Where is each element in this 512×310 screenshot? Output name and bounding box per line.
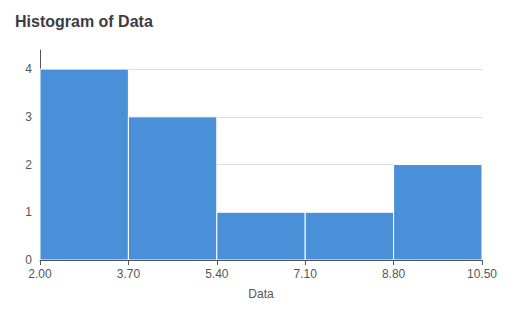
svg-text:4: 4 [25,62,32,76]
svg-text:1: 1 [25,205,32,219]
svg-text:5.40: 5.40 [205,267,229,281]
svg-text:Histogram of Data: Histogram of Data [15,13,153,30]
svg-text:3.70: 3.70 [117,267,141,281]
svg-text:2.00: 2.00 [28,267,52,281]
svg-text:8.80: 8.80 [382,267,406,281]
svg-text:10.50: 10.50 [467,267,497,281]
svg-text:0: 0 [25,253,32,267]
svg-text:2: 2 [25,158,32,172]
svg-text:Data: Data [248,287,274,301]
svg-text:3: 3 [25,110,32,124]
svg-text:7.10: 7.10 [294,267,318,281]
